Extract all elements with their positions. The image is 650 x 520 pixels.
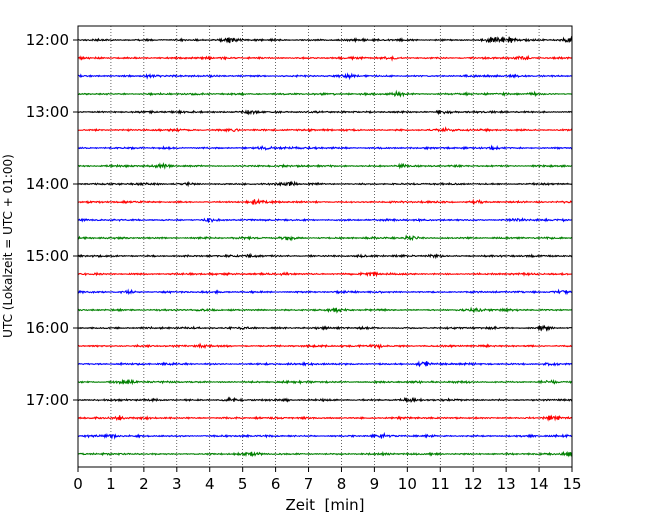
x-tick-label: 8 [337,475,347,493]
trace-1430 [77,217,573,223]
trace-1415 [77,197,573,206]
trace-1500 [77,252,573,260]
trace-1730 [77,431,573,440]
x-tick-label: 15 [562,475,581,493]
y-axis-label: UTC (Lokalzeit = UTC + 01:00) [1,154,15,338]
x-tick-label: 3 [172,475,182,493]
plot-frame [77,25,573,468]
trace-1400 [77,180,573,188]
trace-layer [77,35,573,458]
x-axis: 0 1 2 3 4 5 6 7 8 9 10 11 12 13 14 15 [73,467,582,493]
y-tick-label: 14:00 [26,175,69,193]
trace-1200 [77,35,573,44]
x-tick-label: 7 [304,475,314,493]
trace-1330 [77,144,573,151]
trace-1215 [77,54,573,62]
x-tick-label: 9 [370,475,380,493]
x-tick-label: 0 [73,475,83,493]
trace-1445 [77,234,573,242]
trace-1530 [77,288,573,296]
x-tick-label: 2 [139,475,149,493]
trace-1300 [77,109,573,116]
y-tick-label: 16:00 [26,319,69,337]
x-tick-label: 10 [398,475,417,493]
trace-1345 [77,162,573,170]
trace-1745 [77,450,573,458]
trace-1645 [77,378,573,386]
trace-1700 [77,396,573,403]
y-tick-label: 17:00 [26,391,69,409]
x-tick-label: 11 [431,475,450,493]
trace-1245 [77,89,573,98]
x-tick-label: 13 [497,475,516,493]
trace-1630 [77,360,573,368]
y-tick-label: 15:00 [26,247,69,265]
trace-1515 [77,271,573,278]
x-tick-label: 14 [530,475,549,493]
trace-1545 [77,306,573,314]
y-tick-label: 12:00 [26,31,69,49]
trace-1230 [77,72,573,81]
trace-1615 [77,342,572,351]
x-axis-label: Zeit [min] [285,496,364,514]
y-axis: 12:00 13:00 14:00 15:00 16:00 17:00 [26,31,78,409]
x-tick-label: 1 [106,475,116,493]
trace-1315 [77,126,573,133]
y-tick-label: 13:00 [26,103,69,121]
trace-1600 [77,324,573,332]
trace-1715 [77,414,573,422]
x-tick-label: 4 [205,475,215,493]
x-tick-label: 12 [464,475,483,493]
x-tick-label: 6 [271,475,281,493]
x-tick-label: 5 [238,475,248,493]
